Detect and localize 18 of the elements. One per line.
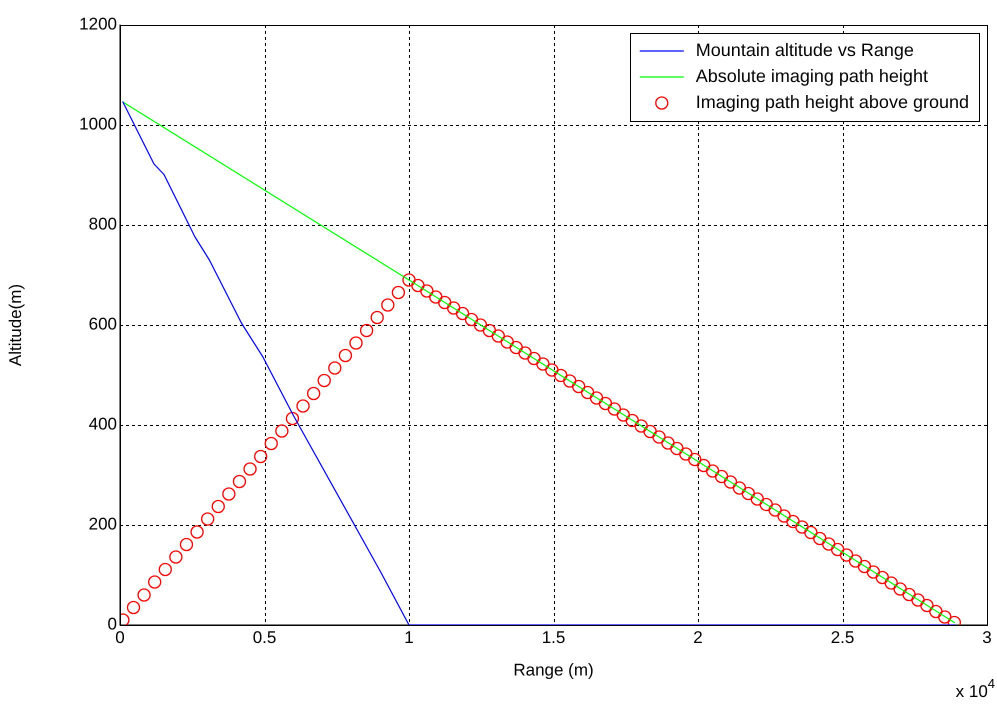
y-tick-label: 1200 (79, 14, 117, 34)
x-tick-label: 2 (693, 628, 703, 647)
y-tick-label: 0 (108, 614, 117, 634)
y-tick-label: 400 (88, 414, 117, 434)
x-tick-label: 2.5 (830, 628, 854, 647)
y-tick-label: 1000 (79, 114, 117, 134)
y-tick-label: 600 (88, 314, 117, 334)
legend-label: Imaging path height above ground (696, 92, 970, 112)
x-tick-label: 1.5 (542, 628, 566, 647)
y-tick-label: 200 (88, 514, 117, 534)
x-axis-title: Range (m) (513, 660, 594, 680)
x-tick-label: 3 (982, 628, 992, 647)
y-tick-label: 800 (88, 214, 117, 234)
legend-label: Mountain altitude vs Range (696, 40, 914, 60)
x-tick-label: 1 (404, 628, 414, 647)
legend-label: Absolute imaging path height (696, 66, 928, 86)
x-tick-label: 0.5 (252, 628, 276, 647)
y-axis-title: Altitude(m) (6, 284, 25, 366)
